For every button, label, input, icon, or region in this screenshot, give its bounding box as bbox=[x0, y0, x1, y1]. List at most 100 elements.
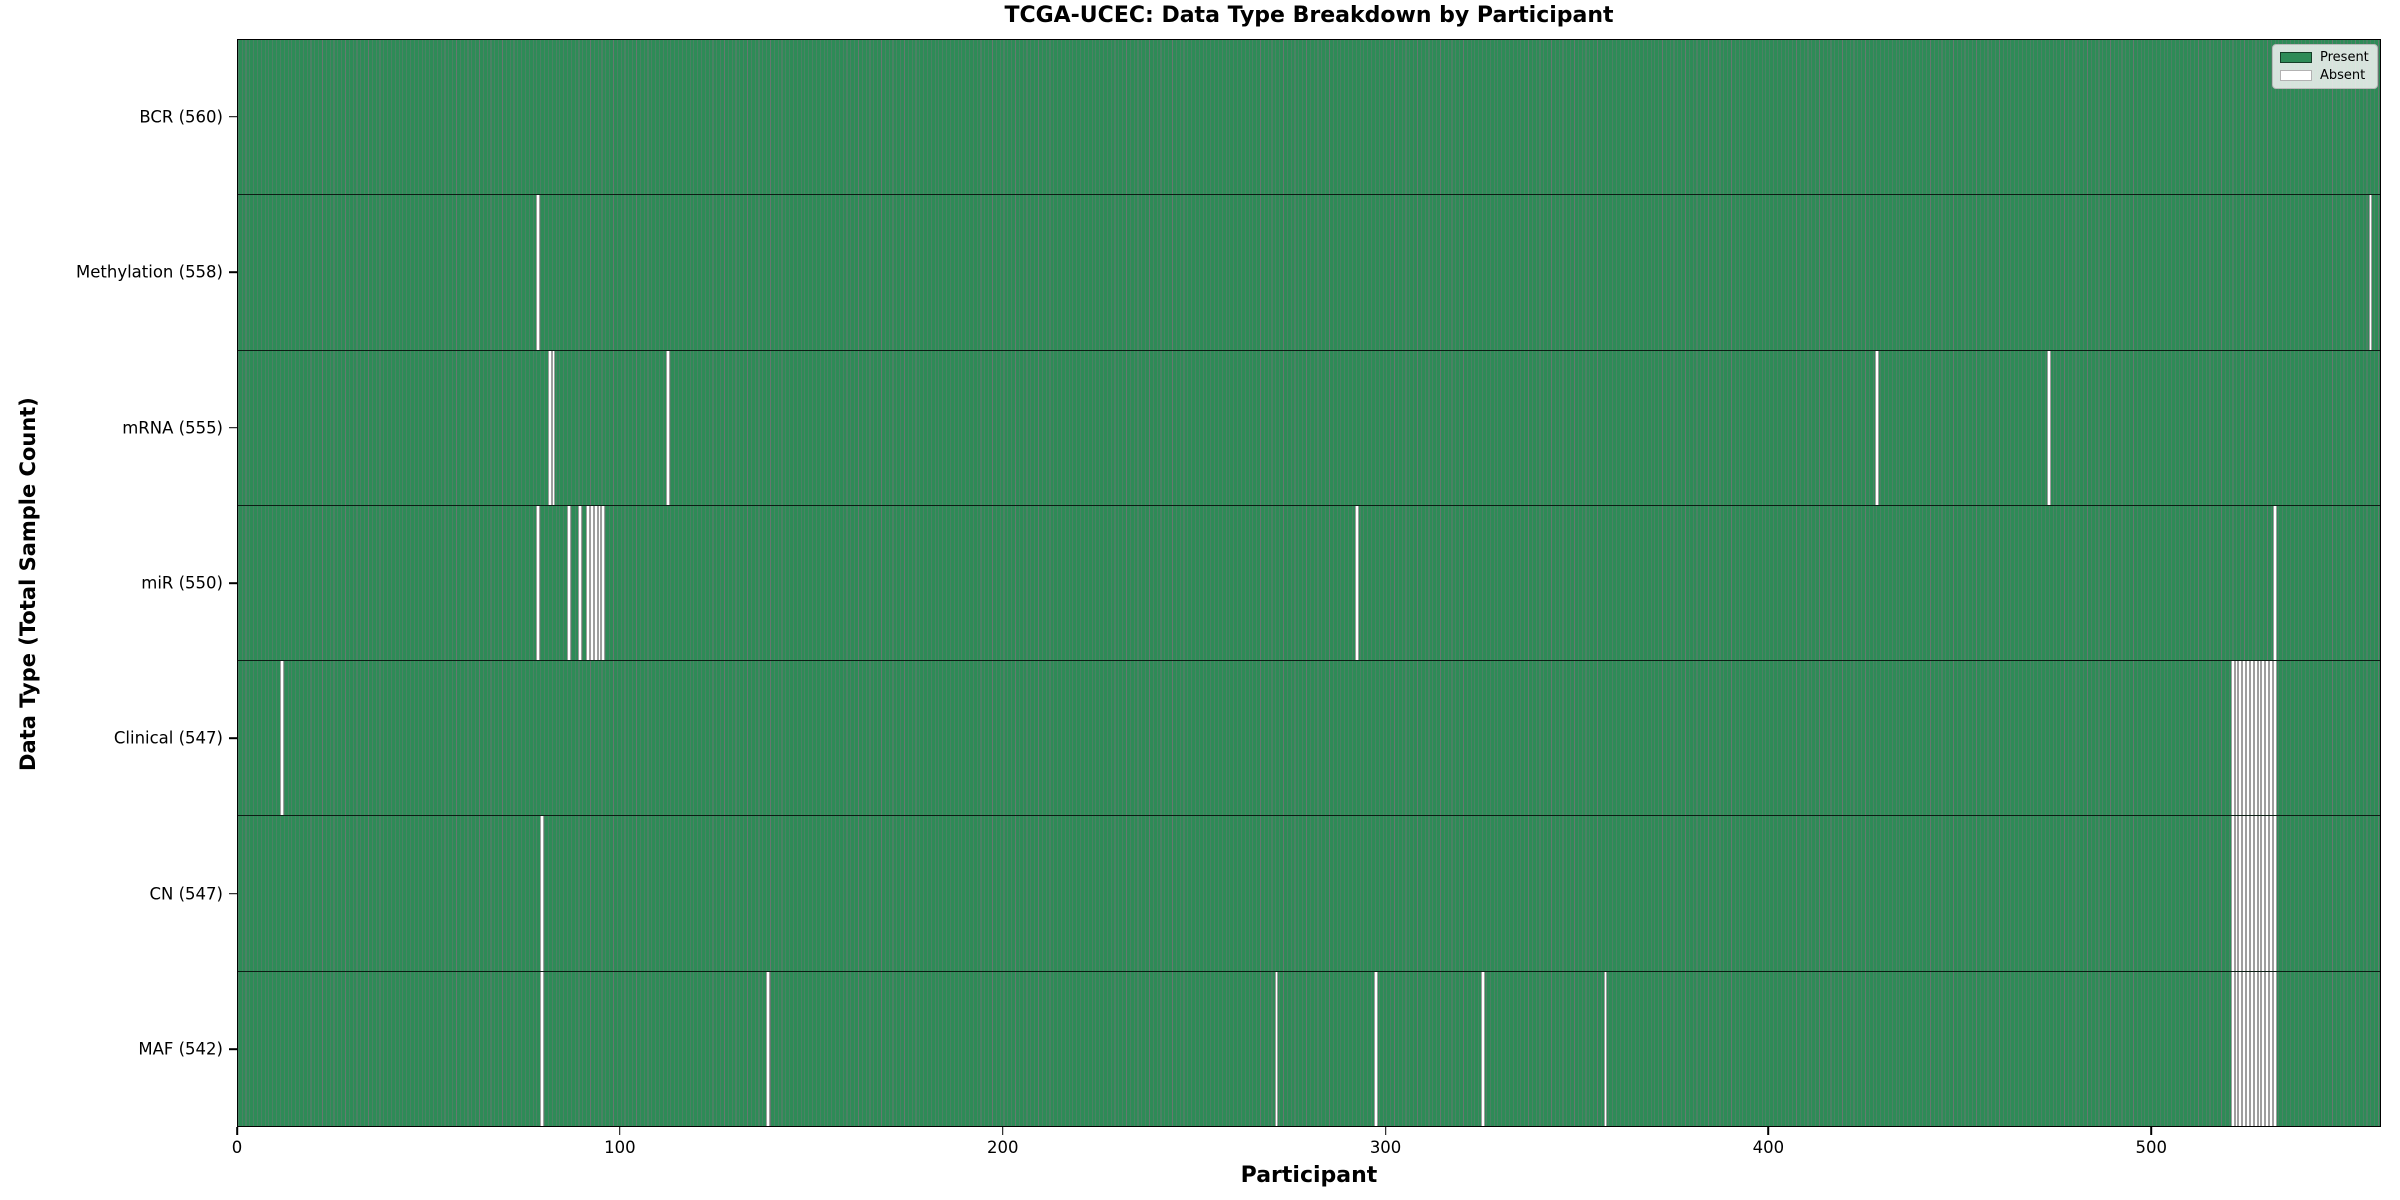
y-tick-label-methylation: Methylation (558) bbox=[76, 262, 223, 282]
y-tick-label-bcr: BCR (560) bbox=[139, 107, 223, 127]
absent-bar bbox=[2230, 816, 2235, 971]
absent-bar bbox=[2261, 816, 2266, 971]
absent-bar bbox=[540, 971, 544, 1126]
absent-bar bbox=[536, 195, 541, 350]
absent-bar bbox=[2368, 195, 2373, 350]
absent-bar bbox=[2265, 661, 2270, 816]
absent-bar bbox=[2265, 971, 2270, 1126]
row-band-mir bbox=[238, 505, 2380, 662]
absent-bar bbox=[2253, 971, 2258, 1126]
absent-bar bbox=[1603, 971, 1608, 1126]
absent-bar bbox=[666, 350, 671, 505]
row-band-clinical bbox=[238, 661, 2380, 817]
absent-bar bbox=[1374, 971, 1378, 1126]
absent-bar bbox=[2249, 661, 2254, 816]
row-band-bcr bbox=[238, 40, 2380, 196]
absent-bar bbox=[2253, 816, 2258, 971]
absent-bar bbox=[2238, 661, 2243, 816]
absent-bar bbox=[2272, 971, 2277, 1126]
legend-entry-absent: Absent bbox=[2280, 69, 2369, 82]
absent-bar bbox=[1481, 971, 1485, 1126]
absent-bar bbox=[2230, 971, 2235, 1126]
row-band-mrna bbox=[238, 350, 2380, 506]
absent-bar bbox=[2230, 661, 2235, 816]
legend-swatch-absent bbox=[2280, 70, 2312, 81]
absent-bar bbox=[2242, 971, 2247, 1126]
legend-label-present: Present bbox=[2320, 50, 2369, 65]
absent-bar bbox=[589, 505, 594, 661]
y-tick bbox=[229, 893, 237, 895]
row-band-methylation bbox=[238, 195, 2380, 351]
absent-bar bbox=[2257, 816, 2262, 971]
absent-bar bbox=[1875, 350, 1879, 505]
legend-entry-present: Present bbox=[2280, 51, 2369, 64]
absent-bar bbox=[2257, 661, 2262, 816]
x-tick bbox=[1001, 1127, 1004, 1135]
absent-bar bbox=[2269, 971, 2273, 1126]
legend-label-absent: Absent bbox=[2320, 68, 2366, 83]
absent-bar bbox=[2234, 661, 2239, 816]
absent-bar bbox=[765, 971, 770, 1126]
x-tick bbox=[236, 1127, 238, 1135]
x-tick bbox=[2150, 1127, 2153, 1135]
absent-bar bbox=[2269, 661, 2273, 816]
absent-bar bbox=[2269, 816, 2273, 971]
absent-bar bbox=[586, 505, 590, 661]
absent-bar bbox=[1274, 971, 1279, 1126]
y-tick bbox=[229, 582, 237, 584]
x-tick bbox=[619, 1127, 621, 1135]
x-tick-label: 200 bbox=[986, 1138, 1019, 1157]
absent-bar bbox=[2257, 971, 2262, 1126]
absent-bar bbox=[2265, 816, 2270, 971]
chart-title: TCGA-UCEC: Data Type Breakdown by Partic… bbox=[1004, 3, 1614, 28]
legend-swatch-present bbox=[2280, 52, 2312, 63]
absent-bar bbox=[578, 505, 583, 661]
absent-bar bbox=[540, 816, 544, 971]
y-axis: BCR (560) Methylation (558) mRNA (555) miR … bbox=[0, 39, 237, 1127]
y-tick-label-mir: miR (550) bbox=[141, 573, 223, 593]
absent-bar bbox=[2246, 971, 2250, 1126]
x-tick bbox=[1384, 1127, 1387, 1135]
absent-bar bbox=[2234, 816, 2239, 971]
x-tick-label: 500 bbox=[2135, 1138, 2168, 1157]
x-tick-label: 300 bbox=[1369, 1138, 1402, 1157]
y-tick bbox=[229, 426, 237, 429]
x-axis-label: Participant bbox=[1240, 1163, 1378, 1188]
x-axis: 0 100 200 300 400 500 bbox=[232, 1127, 2381, 1167]
absent-bar bbox=[536, 505, 541, 661]
y-tick bbox=[229, 115, 237, 118]
absent-bar bbox=[2238, 971, 2243, 1126]
absent-bar bbox=[2261, 971, 2266, 1126]
absent-bar bbox=[2272, 505, 2277, 661]
y-tick-label-mrna: mRNA (555) bbox=[122, 418, 223, 438]
x-tick-label: 100 bbox=[604, 1138, 636, 1157]
absent-bar bbox=[597, 505, 602, 661]
absent-bar bbox=[280, 661, 284, 816]
y-tick bbox=[229, 271, 237, 273]
x-tick bbox=[1767, 1127, 1770, 1135]
absent-bar bbox=[2261, 661, 2266, 816]
absent-bar bbox=[2253, 661, 2258, 816]
absent-bar bbox=[566, 505, 571, 661]
y-tick-label-maf: MAF (542) bbox=[138, 1039, 223, 1059]
row-band-maf bbox=[238, 971, 2380, 1126]
absent-bar bbox=[2249, 971, 2254, 1126]
absent-bar bbox=[593, 505, 598, 661]
plot-area bbox=[237, 39, 2381, 1127]
x-tick-label: 400 bbox=[1752, 1138, 1785, 1157]
legend: Present Absent bbox=[2272, 44, 2378, 89]
absent-bar bbox=[2238, 816, 2243, 971]
absent-bar bbox=[1354, 505, 1359, 661]
absent-bar bbox=[2047, 350, 2052, 505]
row-band-cn bbox=[238, 816, 2380, 972]
absent-bar bbox=[2246, 816, 2250, 971]
absent-bar bbox=[2234, 971, 2239, 1126]
absent-bar bbox=[551, 350, 556, 505]
absent-bar bbox=[547, 350, 552, 505]
absent-bar bbox=[2246, 661, 2250, 816]
y-tick bbox=[229, 1048, 237, 1051]
y-tick-label-clinical: Clinical (547) bbox=[113, 728, 223, 748]
y-tick bbox=[229, 737, 237, 740]
absent-bar bbox=[2272, 661, 2277, 816]
